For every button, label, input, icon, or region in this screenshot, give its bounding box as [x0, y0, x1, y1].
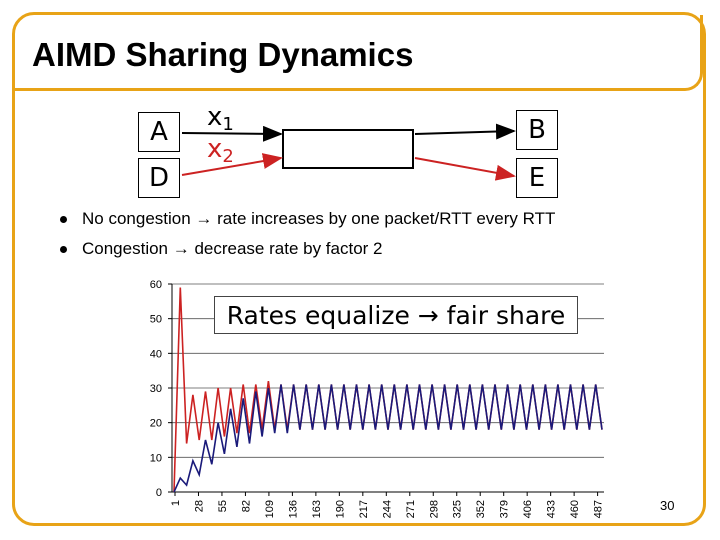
x-tick-label: 28 [193, 500, 205, 512]
bullet-list: No congestion → rate increases by one pa… [58, 204, 555, 264]
y-tick-label: 0 [156, 487, 162, 499]
x-tick-label: 244 [381, 500, 393, 518]
flow-x2-base: x [207, 134, 223, 164]
x-tick-label: 163 [311, 500, 323, 518]
x-tick-label: 190 [334, 500, 346, 518]
flow-x1-label: x1 [207, 104, 234, 134]
x-tick-label: 55 [217, 500, 229, 512]
y-tick-label: 40 [150, 348, 162, 360]
flow-x1-base: x [207, 102, 223, 132]
x-tick-label: 217 [358, 500, 370, 518]
title-underline [15, 15, 703, 91]
y-tick-label: 10 [150, 452, 162, 464]
x-tick-label: 1 [170, 500, 182, 506]
slide-frame [12, 12, 706, 526]
y-tick-label: 20 [150, 418, 162, 430]
x-tick-label: 82 [240, 500, 252, 512]
x-tick-label: 271 [405, 500, 417, 518]
flow-x2-label: x2 [207, 136, 234, 166]
y-tick-label: 30 [150, 383, 162, 395]
node-d: D [138, 158, 180, 198]
x-tick-label: 352 [475, 500, 487, 518]
bullet-item: Congestion → decrease rate by factor 2 [58, 234, 555, 264]
node-b: B [516, 110, 558, 150]
node-a: A [138, 112, 180, 152]
flow-x2-sub: 2 [222, 146, 234, 167]
flow-x1-sub: 1 [222, 114, 234, 135]
x-tick-label: 109 [264, 500, 276, 518]
slide-title: AIMD Sharing Dynamics [32, 36, 414, 73]
page-number: 30 [660, 498, 675, 513]
x-tick-label: 325 [452, 500, 464, 518]
x-tick-label: 136 [287, 500, 299, 518]
bullet-item: No congestion → rate increases by one pa… [58, 204, 555, 234]
x-tick-label: 406 [522, 500, 534, 518]
x-tick-label: 433 [546, 500, 558, 518]
y-tick-label: 60 [150, 279, 162, 291]
y-tick-label: 50 [150, 314, 162, 326]
callout-box: Rates equalize → fair share [214, 296, 578, 334]
x-tick-label: 379 [499, 500, 511, 518]
x-tick-label: 298 [428, 500, 440, 518]
series-line [173, 384, 603, 493]
x-tick-label: 460 [569, 500, 581, 518]
node-e: E [516, 158, 558, 198]
x-tick-label: 487 [593, 500, 605, 518]
